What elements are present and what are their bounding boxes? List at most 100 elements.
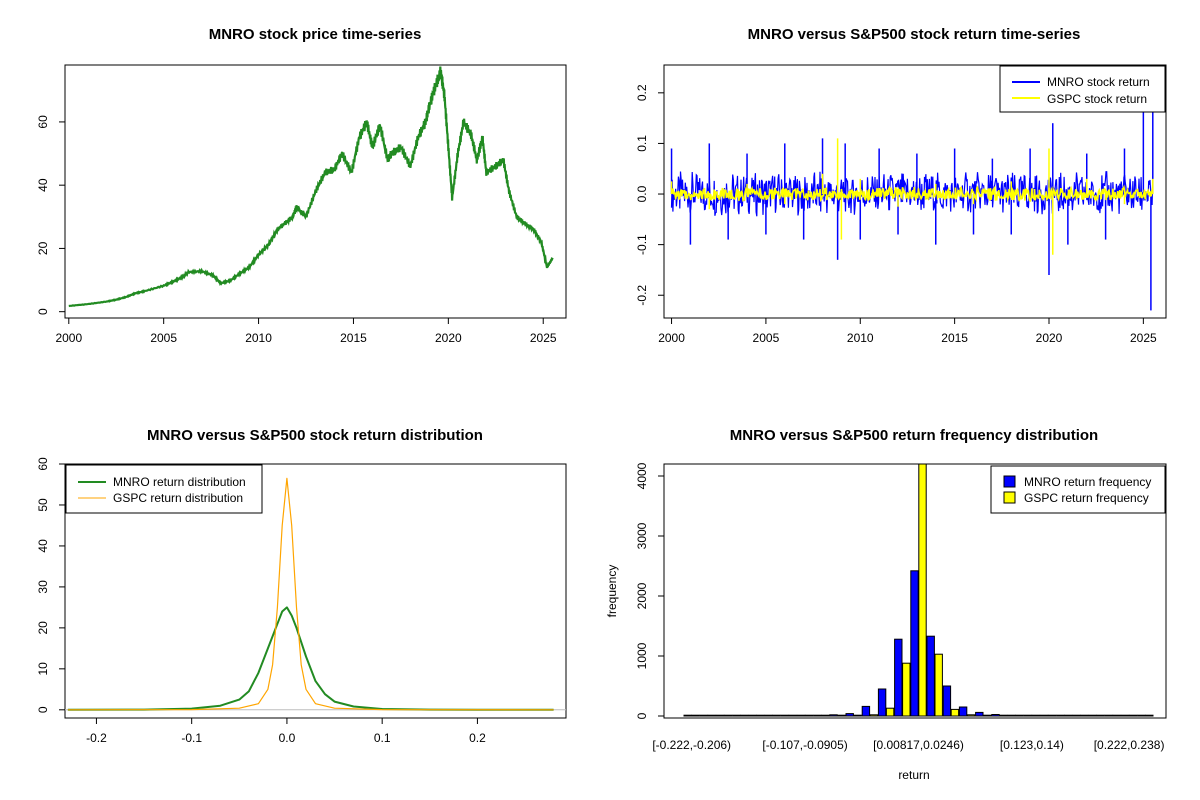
freq-bar-gspc bbox=[772, 714, 781, 717]
price-x-tick-label: 2015 bbox=[340, 331, 367, 345]
freq-bar-mnro bbox=[1007, 714, 1016, 717]
price-x-axis: 2000 2005 2010 2015 2020 2025 bbox=[55, 317, 557, 345]
density-y-axis: 0 10 20 30 40 50 60 bbox=[36, 457, 66, 713]
freq-y-tick-label: 2000 bbox=[635, 582, 649, 609]
freq-bar-gspc bbox=[966, 714, 976, 717]
density-y-tick-label: 40 bbox=[36, 539, 50, 553]
freq-bar-mnro bbox=[1120, 714, 1130, 717]
freq-bar-mnro bbox=[1072, 714, 1081, 717]
density-legend-label-mnro: MNRO return distribution bbox=[113, 475, 246, 489]
freq-bar-gspc bbox=[902, 662, 911, 717]
density-x-tick-label: 0.1 bbox=[374, 731, 391, 745]
freq-bar-gspc bbox=[837, 714, 846, 717]
freq-legend-box bbox=[990, 465, 1166, 514]
density-y-tick-label: 60 bbox=[36, 457, 50, 471]
density-y-tick-label: 10 bbox=[36, 662, 50, 676]
freq-bar-gspc bbox=[885, 707, 895, 717]
freq-bar-mnro bbox=[894, 638, 903, 717]
density-legend-label-gspc: GSPC return distribution bbox=[113, 491, 243, 505]
freq-bar-mnro bbox=[1039, 714, 1049, 717]
freq-bar-gspc bbox=[983, 714, 992, 717]
density-x-axis: -0.2 -0.1 0.0 0.1 0.2 bbox=[86, 717, 486, 745]
price-x-tick-label: 2005 bbox=[150, 331, 177, 345]
freq-bar-gspc bbox=[918, 463, 927, 717]
freq-bar-mnro bbox=[861, 705, 871, 717]
returns-x-tick-label: 2020 bbox=[1036, 331, 1063, 345]
returns-series-line-mnro bbox=[670, 171, 1154, 217]
freq-x-axis-label: return bbox=[898, 768, 929, 782]
density-y-tick-label: 0 bbox=[36, 706, 50, 713]
density-y-tick-label: 30 bbox=[36, 580, 50, 594]
density-legend-box bbox=[65, 464, 263, 514]
freq-bar-mnro bbox=[829, 714, 838, 717]
freq-x-tick-label: [-0.107,-0.0905) bbox=[762, 738, 847, 752]
price-chart-title: MNRO stock price time-series bbox=[209, 26, 422, 43]
freq-x-tick-label: [0.00817,0.0246) bbox=[873, 738, 964, 752]
freq-bar-gspc bbox=[853, 714, 862, 717]
price-x-tick-label: 2025 bbox=[530, 331, 557, 345]
freq-y-axis: 0 1000 2000 3000 4000 bbox=[635, 462, 665, 719]
freq-bar-gspc bbox=[1112, 714, 1122, 717]
returns-x-tick-label: 2015 bbox=[941, 331, 968, 345]
freq-bar-gspc bbox=[707, 714, 717, 717]
freq-legend-swatch-mnro bbox=[1003, 475, 1016, 488]
price-x-tick-label: 2010 bbox=[245, 331, 272, 345]
returns-legend-label-mnro: MNRO stock return bbox=[1047, 75, 1150, 89]
freq-bar-mnro bbox=[991, 714, 1000, 717]
freq-bar-mnro bbox=[683, 714, 692, 717]
freq-bar-gspc bbox=[1047, 714, 1057, 717]
panel-returns: MNRO versus S&P500 stock return time-ser… bbox=[635, 26, 1167, 345]
freq-bar-gspc bbox=[1145, 714, 1154, 717]
freq-bar-gspc bbox=[788, 714, 798, 717]
returns-series-layer bbox=[670, 92, 1154, 311]
freq-bar-mnro bbox=[958, 706, 968, 717]
returns-x-axis: 2000 2005 2010 2015 2020 2025 bbox=[658, 317, 1157, 345]
freq-y-tick-label: 1000 bbox=[635, 642, 649, 669]
freq-bar-mnro bbox=[975, 711, 984, 717]
density-x-tick-label: 0.0 bbox=[279, 731, 296, 745]
freq-bar-mnro bbox=[1104, 714, 1114, 717]
freq-x-tick-label: [-0.222,-0.206) bbox=[652, 738, 731, 752]
freq-bar-mnro bbox=[1137, 714, 1146, 717]
density-y-tick-label: 50 bbox=[36, 498, 50, 512]
freq-bar-gspc bbox=[950, 708, 960, 717]
freq-y-tick-label: 0 bbox=[635, 712, 649, 719]
freq-bar-mnro bbox=[877, 688, 887, 717]
freq-bar-gspc bbox=[723, 714, 733, 717]
freq-legend: MNRO return frequency GSPC return freque… bbox=[990, 465, 1166, 514]
freq-bar-gspc bbox=[999, 714, 1008, 717]
freq-bar-gspc bbox=[1096, 714, 1105, 717]
freq-bar-mnro bbox=[796, 714, 806, 717]
panel-density: MNRO versus S&P500 stock return distribu… bbox=[36, 427, 567, 745]
freq-bar-gspc bbox=[1064, 714, 1073, 717]
freq-bars-layer bbox=[683, 463, 1154, 717]
freq-x-tick-label: [0.123,0.14) bbox=[1000, 738, 1064, 752]
price-series-line bbox=[68, 66, 554, 308]
density-x-tick-label: -0.2 bbox=[86, 731, 107, 745]
freq-bar-mnro bbox=[942, 685, 952, 717]
freq-x-axis: [-0.222,-0.206) [-0.107,-0.0905) [0.00817,… bbox=[652, 738, 1164, 752]
returns-y-tick-label: -0.2 bbox=[635, 285, 649, 306]
panel-frequency: MNRO versus S&P500 return frequency dist… bbox=[605, 427, 1167, 782]
freq-bar-mnro bbox=[715, 714, 725, 717]
freq-bar-mnro bbox=[764, 714, 773, 717]
freq-bar-gspc bbox=[691, 714, 700, 717]
freq-bar-mnro bbox=[910, 570, 919, 717]
price-y-tick-label: 40 bbox=[36, 178, 50, 192]
returns-y-tick-label: 0.0 bbox=[635, 185, 649, 202]
freq-y-tick-label: 4000 bbox=[635, 462, 649, 489]
density-y-tick-label: 20 bbox=[36, 621, 50, 635]
returns-x-tick-label: 2010 bbox=[847, 331, 874, 345]
price-y-tick-label: 60 bbox=[36, 115, 50, 129]
freq-bar-mnro bbox=[1056, 714, 1065, 717]
density-legend: MNRO return distribution GSPC return dis… bbox=[65, 464, 263, 514]
returns-chart-title: MNRO versus S&P500 stock return time-ser… bbox=[748, 26, 1081, 43]
freq-y-tick-label: 3000 bbox=[635, 522, 649, 549]
freq-bar-mnro bbox=[732, 714, 741, 717]
returns-legend-box bbox=[999, 65, 1166, 113]
freq-bar-mnro bbox=[926, 635, 935, 717]
freq-y-axis-label: frequency bbox=[605, 565, 619, 618]
freq-bar-gspc bbox=[740, 714, 749, 717]
freq-bar-gspc bbox=[1080, 714, 1089, 717]
